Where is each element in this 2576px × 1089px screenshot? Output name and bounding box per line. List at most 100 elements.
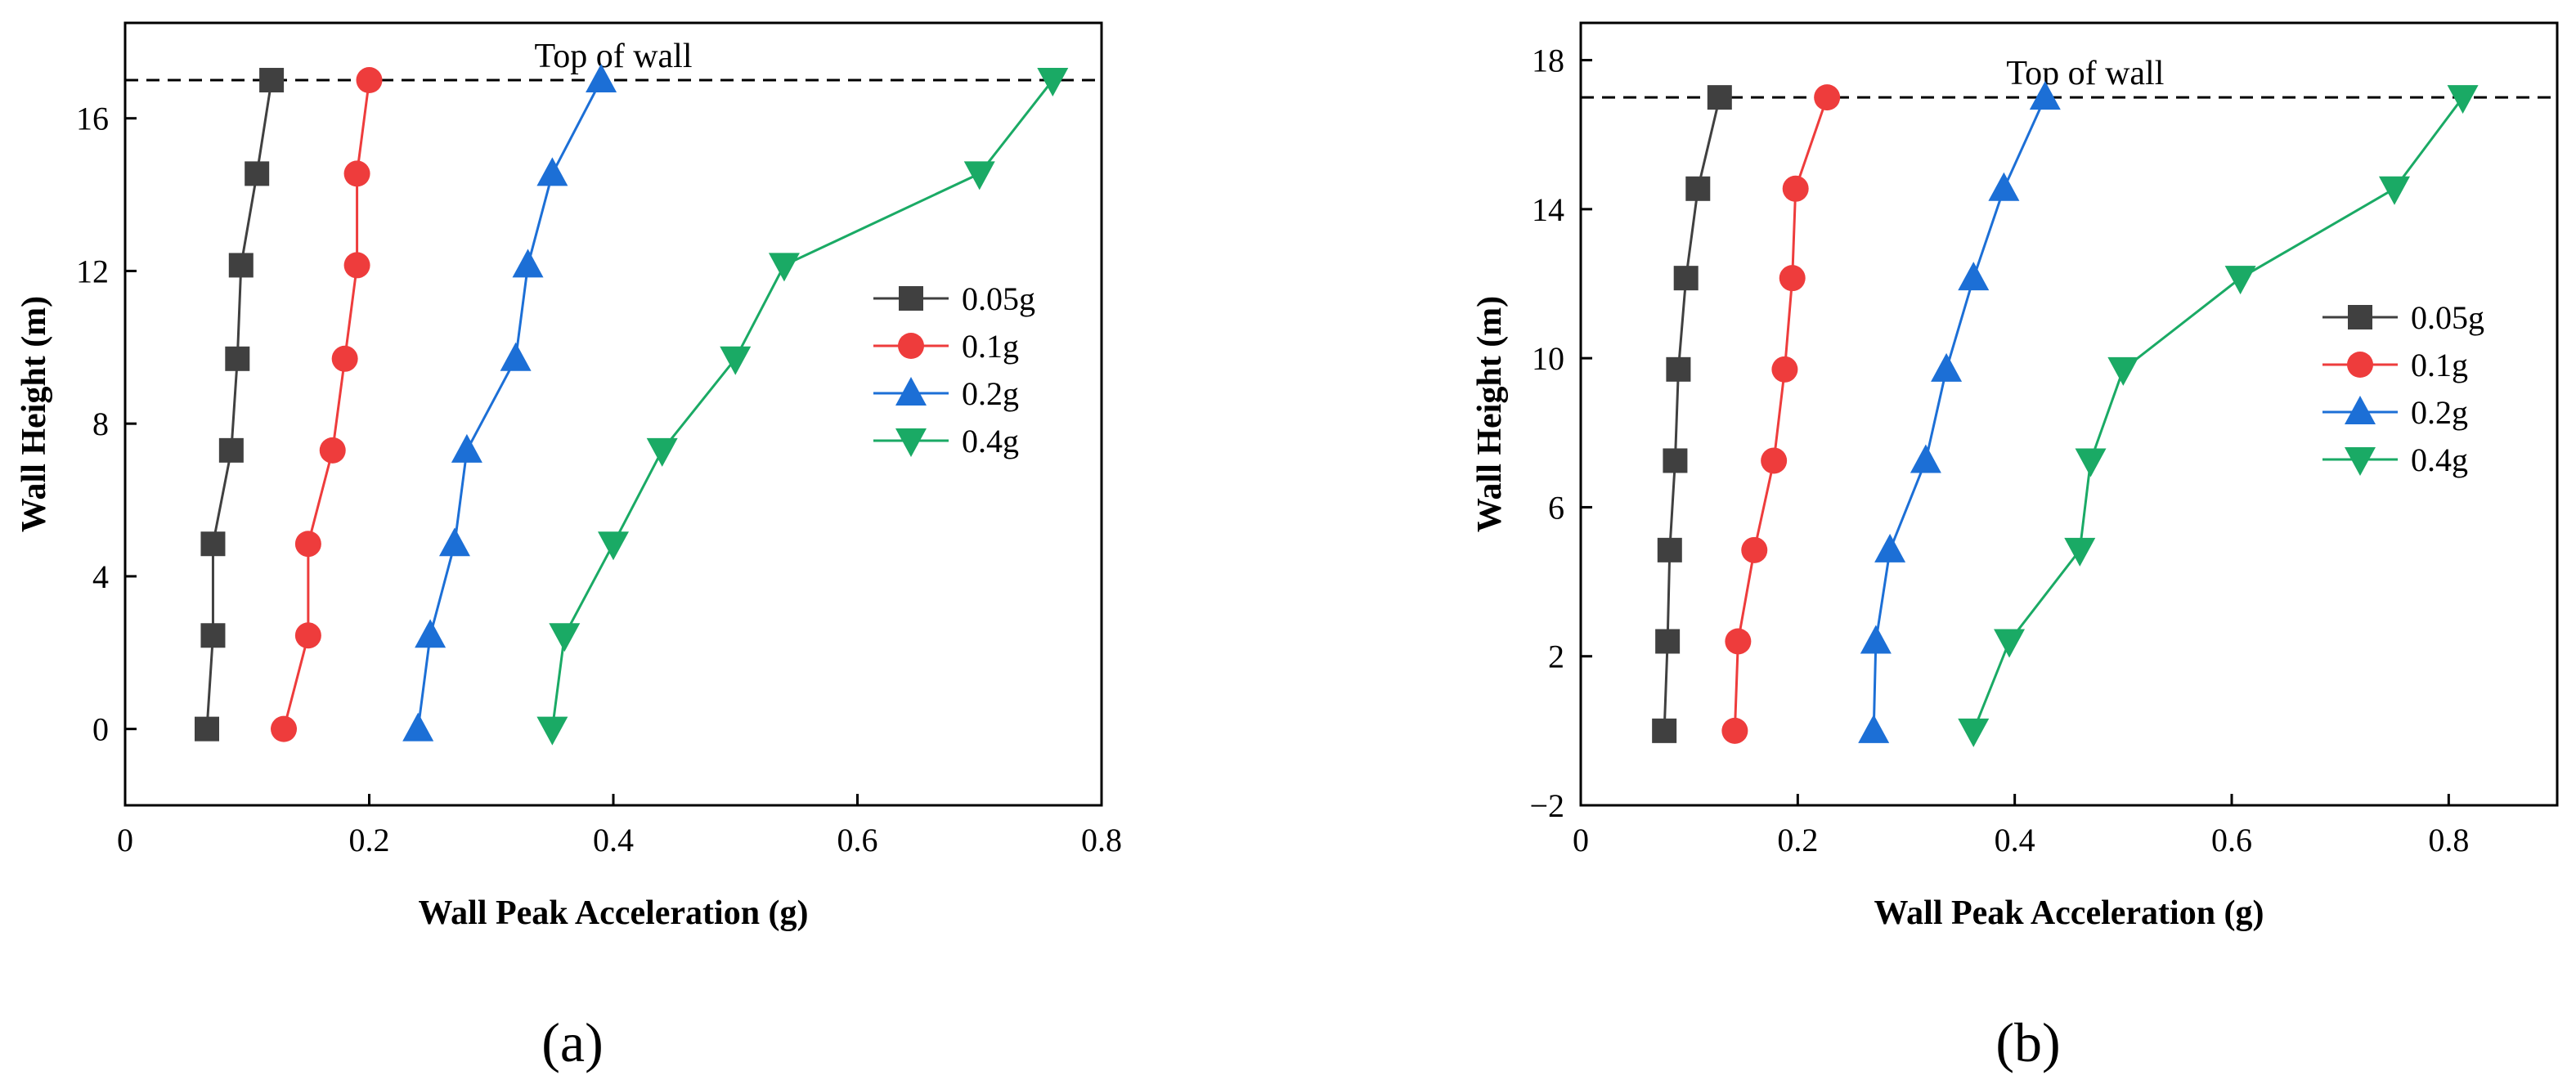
x-tick-label: 0.4 [1995,822,2035,858]
data-point-0.1g [331,345,358,372]
data-point-0.05g [1663,448,1688,473]
data-point-0.1g [1721,717,1748,744]
data-point-0.2g [1858,714,1890,743]
top-of-wall-label: Top of wall [534,38,692,75]
data-point-0.2g [1988,172,2020,201]
data-point-0.2g [1931,352,1963,382]
data-point-0.4g [1958,718,1990,747]
data-point-0.4g [1037,68,1069,97]
data-point-0.05g [225,346,250,371]
panel-label: (a) [541,1011,603,1073]
y-axis-title: Wall Height (m) [1471,296,1509,532]
y-tick-label: 12 [76,253,109,289]
chart-panel-b: 0 0.2 0.4 0.6 0.8 −2 2 6 10 14 18 Wall Peak Acceler… [1471,21,2559,1073]
data-point-0.4g [646,437,678,467]
x-tick-label: 0.2 [1777,822,1818,858]
data-point-0.05g [194,716,219,742]
data-point-0.2g [451,433,482,463]
plot-frame [123,21,1103,807]
legend-label-0.2g: 0.2g [2411,394,2468,431]
data-point-0.05g [245,161,270,186]
data-point-0.1g [1782,175,1809,202]
data-point-0.2g [536,157,568,186]
data-point-0.4g [2447,85,2479,114]
legend-label-0.05g: 0.05g [2411,299,2484,336]
data-point-0.1g [319,437,346,464]
y-tick-label: 10 [1532,340,1564,377]
legend-label-0.1g: 0.1g [962,328,1019,365]
y-axis-title: Wall Height (m) [16,296,53,532]
x-tick-label: 0.2 [349,822,390,858]
y-tick-label: 14 [1532,191,1564,228]
legend-marker-0.1g [2347,352,2373,378]
data-point-0.05g [1652,718,1677,743]
top-of-wall-label: Top of wall [2006,55,2164,92]
series-line-0.1g [282,79,370,730]
data-point-0.2g [1910,444,1941,473]
x-tick-label: 0 [117,822,133,858]
data-point-0.1g [1741,536,1768,563]
data-point-0.4g [1994,629,2026,658]
data-point-0.1g [343,252,370,279]
data-point-0.1g [294,622,321,649]
data-point-0.4g [2224,266,2256,295]
data-point-0.4g [549,623,581,652]
series-line-0.1g [1733,96,1829,731]
data-point-0.05g [1685,176,1711,201]
y-tick-label: 18 [1532,43,1564,79]
x-tick-label: 0.8 [1081,822,1122,858]
legend-label-0.4g: 0.4g [962,423,1019,459]
data-point-0.1g [356,67,383,94]
data-point-0.05g [1666,356,1691,382]
data-point-0.4g [2075,448,2107,477]
data-point-0.4g [598,531,629,561]
data-point-0.2g [512,249,544,278]
data-point-0.05g [1673,266,1699,291]
legend-label-0.1g: 0.1g [2411,347,2468,383]
data-point-0.2g [438,527,470,557]
data-point-0.2g [402,712,434,742]
data-point-0.4g [2379,176,2410,205]
x-tick-label: 0.6 [837,822,878,858]
y-tick-label: 8 [92,406,109,442]
panel-label: (b) [1995,1011,2060,1073]
data-point-0.05g [200,623,226,648]
legend-marker-0.2g [895,377,927,406]
series-line-0.05g [205,79,273,729]
data-point-0.1g [343,160,370,187]
data-point-0.4g [2064,537,2096,567]
x-tick-label: 0.8 [2428,822,2469,858]
data-point-0.1g [1771,356,1798,383]
x-tick-label: 0 [1573,822,1589,858]
data-point-0.4g [2107,356,2139,386]
data-point-0.1g [1779,265,1806,292]
data-point-0.4g [963,161,995,190]
data-point-0.05g [200,531,226,557]
series-line-0.2g [416,79,603,729]
y-tick-label: −2 [1529,787,1564,824]
data-point-0.2g [1874,533,1906,562]
legend-marker-0.05g [899,286,923,311]
y-tick-label: 4 [92,558,109,595]
y-tick-label: 2 [1548,639,1564,675]
data-point-0.05g [1657,537,1682,562]
chart-panel-a: 0 0.2 0.4 0.6 0.8 0 4 8 12 16 Wall Peak Accelerati… [16,21,1122,1073]
legend-label-0.4g: 0.4g [2411,441,2468,478]
x-tick-label: 0.4 [593,822,634,858]
legend-marker-0.2g [2345,396,2376,424]
data-point-0.2g [1860,625,1892,654]
x-tick-label: 0.6 [2211,822,2252,858]
data-point-0.2g [1958,262,1990,291]
legend-marker-0.05g [2348,305,2372,329]
legend-marker-0.1g [898,333,924,359]
data-point-0.4g [720,346,752,375]
data-point-0.05g [1707,85,1732,110]
data-point-0.1g [294,531,321,558]
data-point-0.2g [2029,81,2061,110]
y-tick-label: 16 [76,101,109,137]
data-point-0.05g [218,437,244,463]
x-axis-title: Wall Peak Acceleration (g) [1874,894,2264,932]
data-point-0.4g [768,253,800,282]
y-tick-label: 0 [92,711,109,748]
